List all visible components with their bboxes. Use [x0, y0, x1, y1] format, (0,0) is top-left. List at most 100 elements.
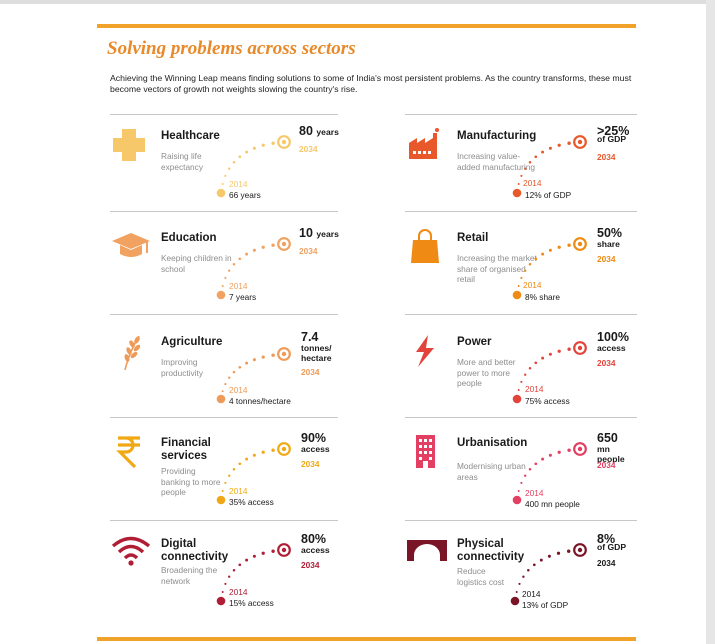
trend-dots — [216, 543, 291, 606]
trend-dot — [232, 263, 236, 266]
target-ring-core — [577, 547, 583, 553]
target-ring — [573, 341, 587, 355]
trend-dot — [238, 563, 242, 567]
sector-card-manufacturing: Manufacturing Increasing value-added man… — [407, 124, 647, 225]
divider — [405, 520, 637, 521]
trend-dot — [252, 453, 256, 457]
sector-name: Retail — [457, 232, 489, 244]
target-value: 100% access — [597, 330, 629, 353]
trend-dot — [221, 591, 224, 593]
lightning-icon — [407, 333, 447, 373]
trend-dot — [261, 355, 265, 359]
trend-dot — [252, 248, 256, 252]
sector-description: Improving productivity — [161, 357, 203, 378]
target-ring-core — [281, 547, 287, 553]
trend-dot — [567, 347, 571, 351]
trend-dot — [534, 155, 538, 159]
start-year: 2014 — [523, 178, 542, 188]
start-dot — [512, 188, 522, 198]
target-year: 2034 — [597, 254, 616, 264]
page-right-edge — [706, 0, 715, 644]
bridge-icon — [407, 535, 447, 575]
sector-name: Financial services — [161, 437, 211, 462]
intro-paragraph: Achieving the Winning Leap means finding… — [110, 73, 632, 94]
trend-dot — [221, 183, 224, 185]
trend-dot — [221, 285, 224, 287]
trend-dot — [271, 448, 275, 452]
start-value: 12% of GDP — [525, 190, 572, 200]
sector-card-retail: Retail Increasing the market share of or… — [407, 227, 647, 327]
sector-description: Reduce logistics cost — [457, 566, 505, 587]
trend-dot — [232, 370, 236, 374]
page-top-edge — [0, 0, 715, 4]
target-year: 2034 — [597, 358, 616, 368]
target-value: 80 years — [299, 124, 339, 138]
trend-dot — [224, 383, 227, 386]
sector-name: Agriculture — [161, 336, 223, 348]
trend-dot — [548, 248, 552, 252]
target-value: >25% of GDP — [597, 124, 630, 144]
start-value: 75% access — [525, 396, 570, 406]
divider — [405, 211, 637, 212]
start-value: 15% access — [229, 598, 274, 608]
target-ring — [277, 442, 291, 456]
target-value: 7.4 tonnes/ hectare — [301, 330, 332, 363]
trend-dot — [524, 373, 527, 376]
trend-dot — [224, 481, 227, 484]
trend-dot — [532, 563, 536, 567]
trend-dot — [517, 285, 520, 287]
trend-dot — [252, 358, 256, 362]
start-value: 66 years — [229, 190, 261, 200]
page-title: Solving problems across sectors — [107, 38, 356, 59]
target-ring-core — [281, 139, 287, 145]
trend-dot — [522, 575, 525, 578]
sector-name: Education — [161, 232, 217, 244]
start-value: 13% of GDP — [522, 600, 569, 610]
start-dot — [216, 290, 226, 300]
trend-dots — [216, 347, 291, 404]
trend-dot — [557, 349, 561, 353]
start-value: 7 years — [229, 292, 257, 302]
trend-dot — [271, 243, 275, 247]
trend-dot — [221, 490, 224, 492]
trend-dot — [567, 141, 571, 145]
trend-dot — [520, 276, 523, 279]
trend-dot — [534, 257, 538, 261]
trend-dot — [224, 174, 227, 177]
sector-card-agriculture: Agriculture Improving productivity 7.4 t… — [111, 330, 351, 431]
start-year: 2014 — [525, 488, 544, 498]
divider — [110, 314, 338, 315]
trend-dot — [524, 269, 527, 272]
target-value: 650 mn people — [597, 431, 625, 464]
start-year: 2014 — [229, 281, 248, 291]
top-rule — [97, 24, 636, 28]
sector-description: Keeping children in school — [161, 253, 232, 274]
target-ring-core — [577, 139, 583, 145]
trend-dot — [548, 453, 552, 457]
trend-dots — [512, 341, 587, 404]
trend-dot — [245, 361, 249, 365]
sector-description: Modernising urban areas — [457, 461, 526, 482]
trend-dots — [510, 543, 587, 606]
trend-dot — [518, 582, 521, 585]
target-ring — [573, 442, 587, 456]
sector-name: Urbanisation — [457, 437, 528, 449]
target-ring-core — [281, 241, 287, 247]
start-year: 2014 — [522, 589, 541, 599]
target-ring — [277, 347, 291, 361]
start-year: 2014 — [229, 179, 248, 189]
trend-dot — [228, 474, 231, 477]
trend-dot — [238, 257, 242, 261]
trend-dot — [566, 549, 571, 553]
trend-dot — [528, 161, 532, 164]
divider — [110, 417, 338, 418]
start-year: 2014 — [229, 587, 248, 597]
trend-dot — [524, 474, 527, 477]
sector-name: Healthcare — [161, 130, 220, 142]
target-year: 2034 — [301, 367, 320, 377]
trend-dot — [515, 591, 518, 593]
target-year: 2034 — [301, 459, 320, 469]
trend-dot — [245, 457, 249, 461]
wifi-icon — [111, 535, 151, 575]
trend-dot — [238, 365, 242, 369]
